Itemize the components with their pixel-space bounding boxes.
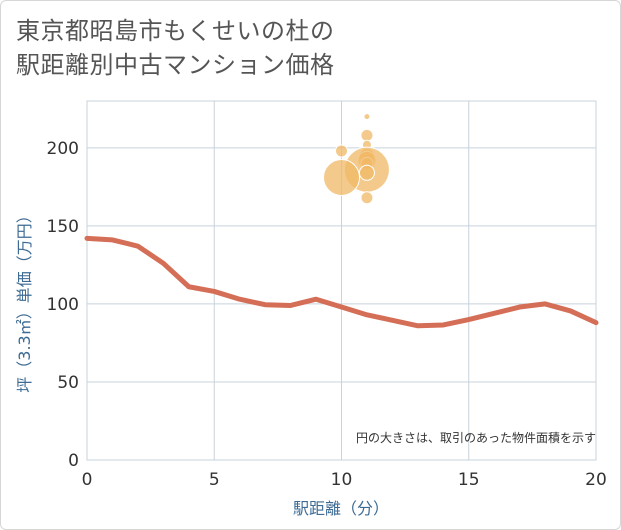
x-tick-label: 15 — [458, 470, 480, 490]
y-axis-title: 坪（3.3㎡）単価（万円） — [15, 207, 34, 392]
line-series — [84, 235, 599, 329]
y-tick-label: 200 — [47, 139, 79, 159]
bubble-series — [323, 113, 390, 205]
size-note: 円の大きさは、取引のあった物件面積を示す — [356, 430, 596, 445]
bubble-point — [360, 191, 374, 205]
chart-title-line-1: 東京都昭島市もくせいの杜の — [16, 17, 335, 45]
bubble-point — [335, 144, 348, 158]
bubble-point — [360, 128, 374, 142]
x-tick-label: 5 — [209, 470, 220, 490]
x-axis-title: 駅距離（分） — [293, 499, 389, 518]
bubble-point — [358, 164, 375, 181]
x-tick-label: 10 — [331, 470, 353, 490]
y-tick-label: 150 — [47, 217, 79, 237]
grid-lines — [86, 101, 597, 461]
y-tick-label: 0 — [68, 451, 79, 471]
y-tick-label: 100 — [47, 295, 79, 315]
y-tick-label: 50 — [57, 373, 79, 393]
chart-title: 東京都昭島市もくせいの杜の 駅距離別中古マンション価格 — [16, 14, 576, 82]
x-tick-label: 0 — [82, 470, 93, 490]
bubble-point — [363, 113, 371, 121]
bubble-point — [323, 158, 360, 196]
trend-line — [84, 235, 599, 329]
x-tick-label: 20 — [585, 470, 607, 490]
chart-title-line-2: 駅距離別中古マンション価格 — [16, 51, 335, 79]
